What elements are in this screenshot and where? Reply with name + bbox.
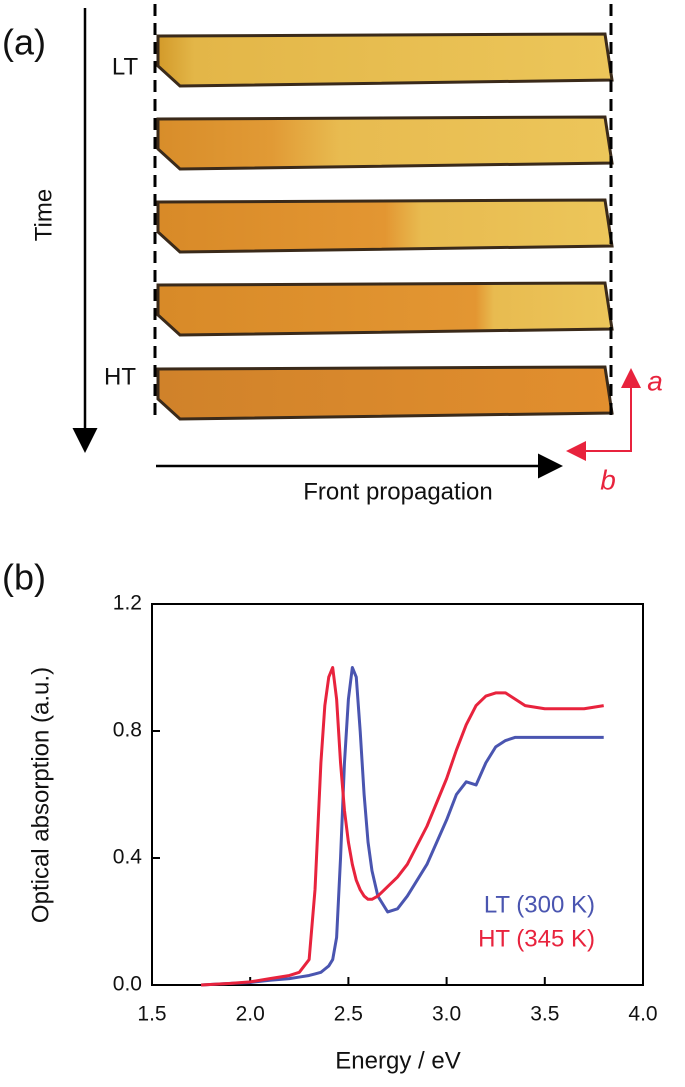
axis-label: b xyxy=(600,464,616,495)
y-axis-label: Optical absorption (a.u.) xyxy=(27,667,54,923)
x-tick-label: 2.0 xyxy=(236,1003,265,1026)
x-tick-label: 3.0 xyxy=(432,1003,461,1026)
y-tick-label: 0.0 xyxy=(113,973,142,996)
x-tick-label: 4.0 xyxy=(628,1003,657,1026)
legend-entry: LT (300 K) xyxy=(484,891,595,918)
front-label: Front propagation xyxy=(303,478,492,505)
x-tick-label: 1.5 xyxy=(137,1003,166,1026)
panel-label: (a) xyxy=(2,22,46,63)
crystal-images xyxy=(156,32,614,421)
axis-label: a xyxy=(647,365,663,396)
y-tick-label: 0.4 xyxy=(113,846,143,869)
state-label: HT xyxy=(104,363,136,390)
panel-label: (b) xyxy=(2,557,46,598)
legend-entry: HT (345 K) xyxy=(478,925,595,952)
data-line xyxy=(201,666,604,987)
y-tick-label: 1.2 xyxy=(113,592,142,615)
data-line xyxy=(201,666,604,987)
x-axis-label: Energy / eV xyxy=(335,1047,460,1074)
x-tick-label: 2.5 xyxy=(334,1003,363,1026)
state-label: LT xyxy=(112,53,139,80)
time-label: Time xyxy=(30,189,57,241)
plot-frame xyxy=(151,603,644,986)
x-tick-label: 3.5 xyxy=(530,1003,559,1026)
y-tick-label: 0.8 xyxy=(113,719,142,742)
